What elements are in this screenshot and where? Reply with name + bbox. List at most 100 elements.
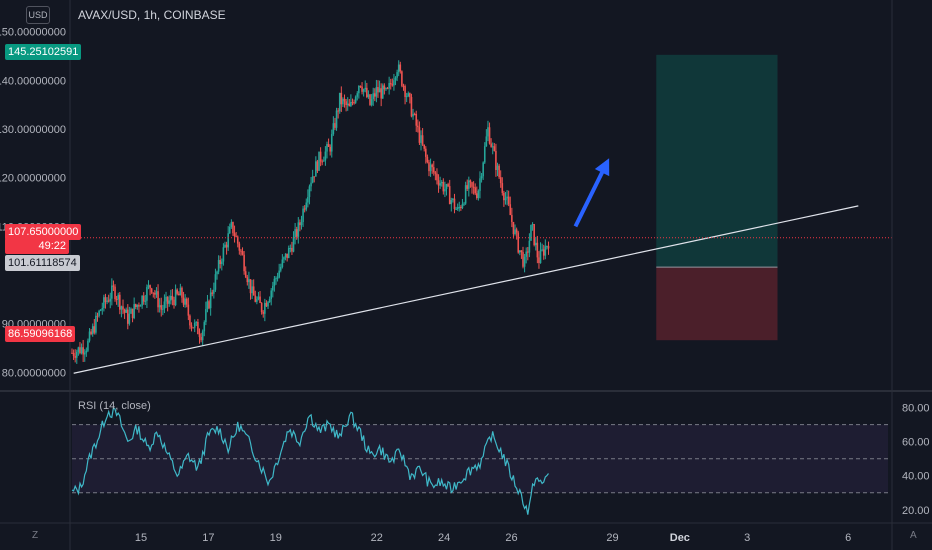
candle-body [448,186,451,205]
candle-body [103,297,105,309]
candle-body [93,326,96,333]
candle-body [330,134,333,152]
candle-body [264,302,266,314]
candle-body [85,350,88,353]
candle-body [195,321,198,323]
candle-body [125,309,127,313]
candle-body [531,224,534,226]
auto-scale-toggle[interactable]: A [910,530,917,541]
candle-body [364,87,367,90]
candle-body [259,296,261,304]
candle-body [536,242,539,258]
candle-body [346,103,349,106]
candle-body [162,308,164,310]
candle-body [367,94,370,97]
candle-body [417,125,419,128]
candle-body [503,192,505,201]
candle-body [75,351,78,358]
candle-body [170,295,172,301]
candle-body [326,144,328,152]
candle-body [525,251,527,257]
candle-body [528,240,531,253]
candle-body [546,246,548,248]
candle-body [404,86,406,97]
candle-body [362,89,365,92]
candle-body [460,207,462,209]
candle-body [189,315,191,326]
candle-body [150,288,153,293]
candle-body [485,136,488,147]
stop-price-badge: 86.59096168 [5,326,76,342]
candle-body [415,113,418,126]
candle-body [361,86,363,92]
candle-body [491,146,494,148]
candle-body [289,247,292,249]
candle-body [193,322,196,328]
candle-body [284,253,287,258]
candle-body [534,242,537,246]
zoom-icon[interactable]: Z [32,530,39,541]
candle-body [520,250,523,253]
candle-body [375,86,378,97]
candle-body [402,85,405,87]
candle-body [522,252,524,267]
candle-body [316,161,319,171]
candle-body [270,290,273,299]
candle-body [179,287,182,296]
candle-body [359,85,362,87]
candle-body [477,190,480,198]
candle-body [321,161,324,163]
candle-body [366,87,368,97]
candle-body [348,103,351,107]
candle-body [409,93,411,98]
candle-body [394,77,397,81]
candle-body [337,110,339,112]
candle-body [512,221,515,235]
long-position-tool[interactable] [656,54,778,341]
candle-body [353,102,355,104]
candle-body [211,292,214,294]
trendline-segment[interactable] [73,205,859,374]
currency-selector[interactable]: USD [26,6,50,24]
time-tick-label: Dec [670,532,690,544]
candle-body [83,352,86,355]
candle-body [483,146,486,163]
candle-body [519,250,521,253]
candle-body [509,204,512,216]
candle-body [490,143,492,147]
candle-body [354,96,357,103]
candle-body [260,303,263,313]
time-axis[interactable]: 15 17 19 22 24 26 29 Dec 3 6 [135,532,851,544]
candle-body [452,198,454,201]
candle-body [342,98,344,105]
candle-body [176,289,178,294]
stop-zone[interactable] [656,267,778,341]
candle-body [300,222,303,226]
candle-body [187,304,190,316]
candle-body [396,72,398,78]
candle-body [463,203,465,205]
candle-body [434,172,437,174]
arrow-head[interactable] [594,158,610,177]
time-tick-label: 24 [438,532,450,544]
candle-body [461,203,464,208]
candle-body [507,196,510,205]
candle-body [302,208,304,223]
candle-body [526,251,529,253]
candle-body [381,85,384,99]
target-zone[interactable] [656,54,778,268]
candle-body [249,279,252,294]
rsi-axis[interactable]: 80.00 60.00 40.00 20.00 [902,403,930,517]
candle-body [393,80,395,86]
candle-body [230,221,233,227]
candle-body [221,261,223,265]
candle-body [308,186,311,197]
trendline[interactable] [73,205,859,374]
candle-body [80,347,83,354]
candle-body [272,285,274,291]
candle-body [182,297,185,305]
candle-body [152,292,155,294]
up-arrow-drawing[interactable] [573,158,610,228]
candle-body [539,249,542,264]
arrow-shaft[interactable] [573,167,606,228]
